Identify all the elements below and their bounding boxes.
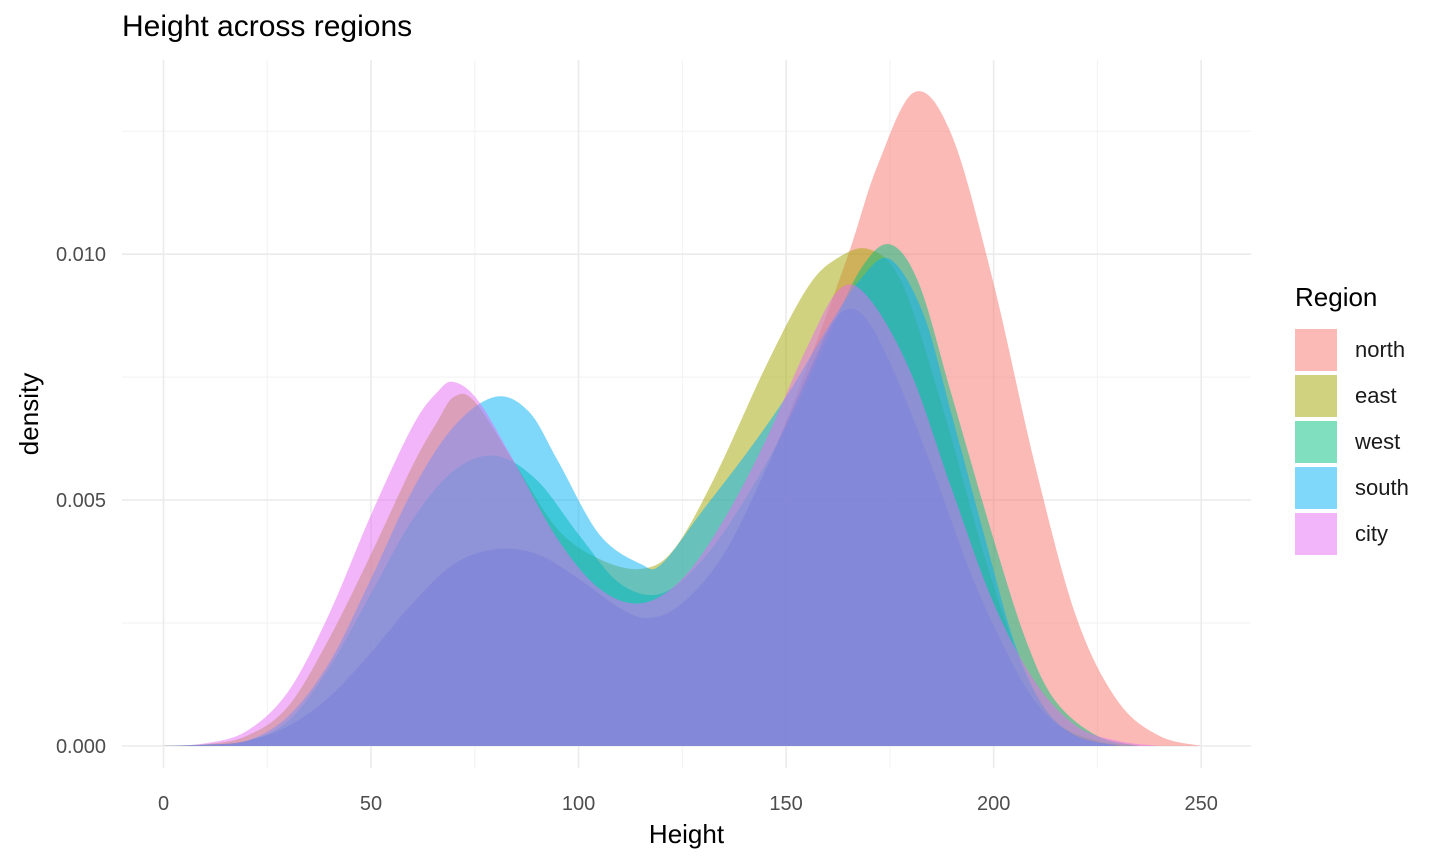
legend-label: north — [1355, 337, 1406, 362]
legend-items: north east west south city — [1295, 327, 1409, 557]
x-tick-label: 50 — [360, 793, 382, 815]
x-tick-label: 100 — [562, 793, 595, 815]
x-tick-label: 150 — [769, 793, 802, 815]
x-axis-title: Height — [649, 819, 725, 849]
density-area-overlap — [163, 308, 1119, 746]
legend-label: city — [1355, 521, 1388, 546]
legend-label: east — [1355, 383, 1397, 408]
chart-title: Height across regions — [122, 10, 413, 43]
y-axis-title: density — [14, 373, 44, 455]
x-tick-label: 250 — [1185, 793, 1218, 815]
legend-key-city — [1295, 513, 1337, 555]
legend-title: Region — [1295, 282, 1378, 312]
x-tick-label: 200 — [977, 793, 1010, 815]
legend-label: west — [1355, 429, 1401, 454]
legend-key-east — [1295, 375, 1337, 417]
legend-item-west: west — [1295, 419, 1409, 465]
legend-item-city: city — [1295, 511, 1409, 557]
legend-item-north: north — [1295, 327, 1409, 373]
legend-key-south — [1295, 467, 1337, 509]
legend: Region north east west south city — [1295, 282, 1409, 557]
x-axis-ticks: 0 50 100 150 200 250 — [158, 793, 1218, 815]
y-tick-label: 0.005 — [56, 490, 106, 512]
x-tick-label: 0 — [158, 793, 169, 815]
y-tick-label: 0.010 — [56, 244, 106, 266]
y-axis-ticks: 0.000 0.005 0.010 — [56, 244, 106, 758]
y-tick-label: 0.000 — [56, 736, 106, 758]
legend-key-west — [1295, 421, 1337, 463]
legend-item-east: east — [1295, 373, 1409, 419]
legend-label: south — [1355, 475, 1409, 500]
legend-key-north — [1295, 329, 1337, 371]
legend-item-south: south — [1295, 465, 1409, 511]
density-areas — [163, 91, 1202, 746]
